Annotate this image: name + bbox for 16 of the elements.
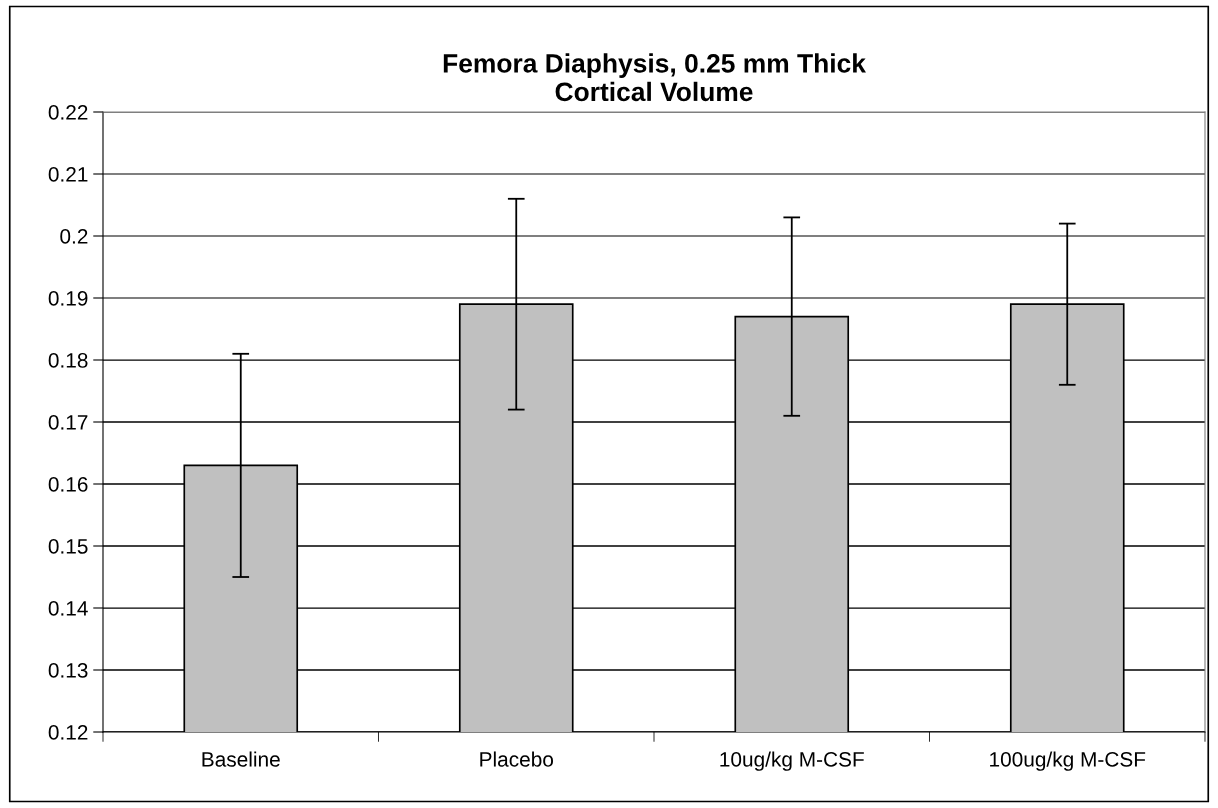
y-tick-label: 0.19: [48, 291, 88, 306]
y-tick-label: 0.18: [48, 353, 88, 368]
y-tick-label: 0.16: [48, 477, 88, 492]
y-tick-label: 0.22: [48, 105, 88, 120]
y-tick-label: 0.13: [48, 663, 88, 678]
x-tick-label: 100ug/kg M-CSF: [990, 751, 1146, 771]
x-tick-label: 10ug/kg M-CSF: [720, 751, 864, 771]
x-tick-label: Baseline: [202, 751, 280, 767]
y-tick-label: 0.15: [48, 539, 88, 554]
y-tick-label: 0.14: [48, 601, 88, 616]
y-tick-label: 0.12: [48, 725, 88, 740]
chart-title: Femora Diaphysis, 0.25 mm Thick Cortical Volume: [443, 53, 866, 102]
x-tick-label: Placebo: [480, 751, 554, 767]
y-tick-label: 0.21: [48, 167, 88, 182]
y-tick-label: 0.2: [60, 229, 88, 244]
y-tick-label: 0.17: [48, 415, 88, 430]
